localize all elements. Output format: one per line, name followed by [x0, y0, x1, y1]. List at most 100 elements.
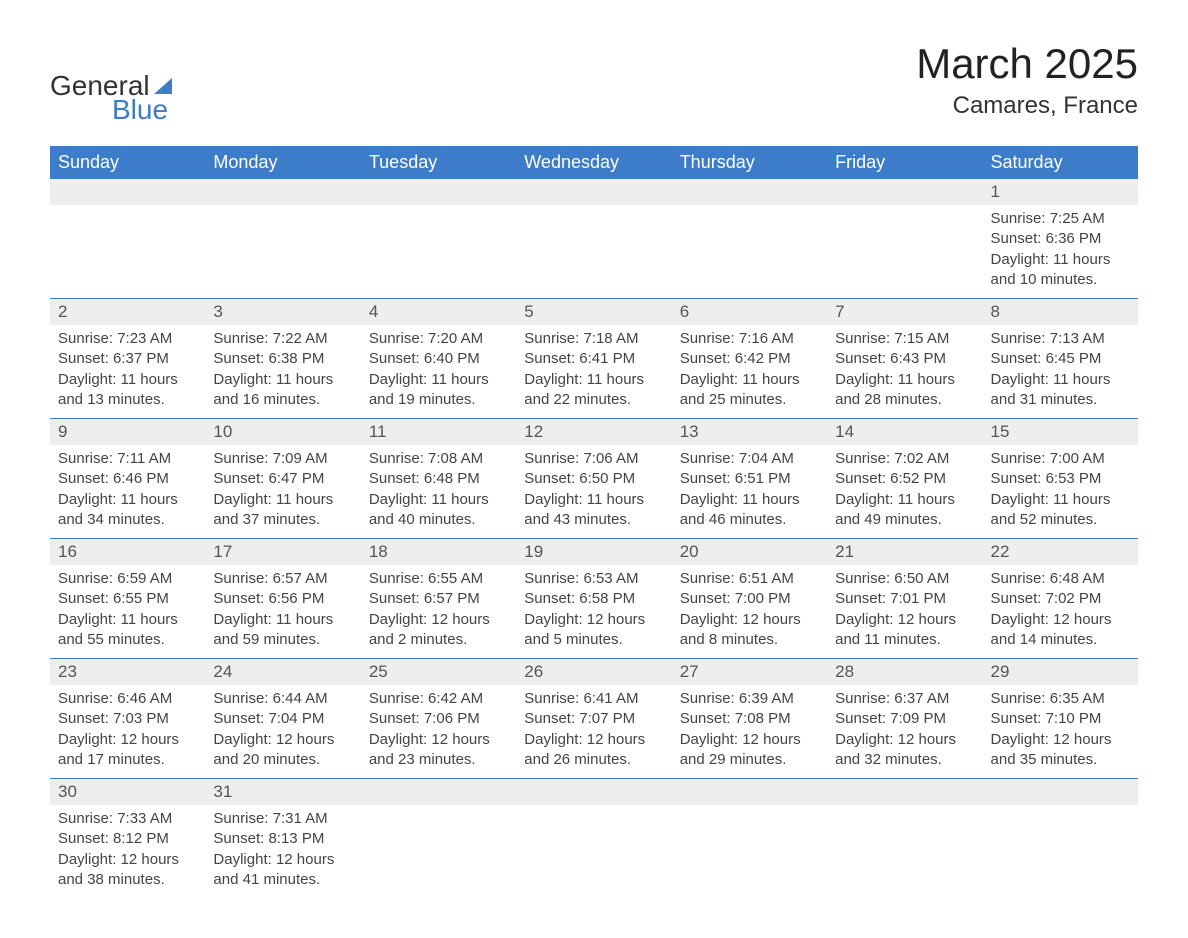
daylight-text-1: Daylight: 11 hours: [58, 370, 197, 390]
daylight-text-2: and 41 minutes.: [213, 870, 352, 890]
logo: General Blue: [50, 70, 172, 126]
day-number: 10: [205, 419, 360, 445]
day-content: Sunrise: 7:11 AMSunset: 6:46 PMDaylight:…: [50, 445, 205, 538]
calendar-day-cell: 4Sunrise: 7:20 AMSunset: 6:40 PMDaylight…: [361, 299, 516, 419]
day-content: Sunrise: 6:39 AMSunset: 7:08 PMDaylight:…: [672, 685, 827, 778]
sunset-text: Sunset: 6:48 PM: [369, 469, 508, 489]
calendar-day-cell: 2Sunrise: 7:23 AMSunset: 6:37 PMDaylight…: [50, 299, 205, 419]
sunrise-text: Sunrise: 7:23 AM: [58, 329, 197, 349]
sunset-text: Sunset: 7:08 PM: [680, 709, 819, 729]
day-number-empty: [516, 779, 671, 805]
sunrise-text: Sunrise: 7:33 AM: [58, 809, 197, 829]
day-number-empty: [672, 779, 827, 805]
daylight-text-1: Daylight: 11 hours: [835, 370, 974, 390]
day-content: Sunrise: 7:08 AMSunset: 6:48 PMDaylight:…: [361, 445, 516, 538]
calendar-week-row: 2Sunrise: 7:23 AMSunset: 6:37 PMDaylight…: [50, 299, 1138, 419]
daylight-text-1: Daylight: 11 hours: [991, 250, 1130, 270]
day-number: 14: [827, 419, 982, 445]
sunrise-text: Sunrise: 7:04 AM: [680, 449, 819, 469]
calendar-day-cell: 31Sunrise: 7:31 AMSunset: 8:13 PMDayligh…: [205, 779, 360, 899]
sunset-text: Sunset: 7:07 PM: [524, 709, 663, 729]
sunset-text: Sunset: 6:58 PM: [524, 589, 663, 609]
day-number-empty: [827, 179, 982, 205]
day-content: Sunrise: 7:23 AMSunset: 6:37 PMDaylight:…: [50, 325, 205, 418]
sunset-text: Sunset: 7:01 PM: [835, 589, 974, 609]
daylight-text-2: and 10 minutes.: [991, 270, 1130, 290]
sunrise-text: Sunrise: 6:37 AM: [835, 689, 974, 709]
day-number: 30: [50, 779, 205, 805]
calendar-day-cell: 17Sunrise: 6:57 AMSunset: 6:56 PMDayligh…: [205, 539, 360, 659]
calendar-day-cell: 20Sunrise: 6:51 AMSunset: 7:00 PMDayligh…: [672, 539, 827, 659]
calendar-day-cell: [516, 179, 671, 299]
month-title: March 2025: [916, 40, 1138, 88]
daylight-text-1: Daylight: 12 hours: [835, 610, 974, 630]
calendar-day-cell: 8Sunrise: 7:13 AMSunset: 6:45 PMDaylight…: [983, 299, 1138, 419]
sunrise-text: Sunrise: 7:22 AM: [213, 329, 352, 349]
calendar-day-cell: 27Sunrise: 6:39 AMSunset: 7:08 PMDayligh…: [672, 659, 827, 779]
day-content: Sunrise: 7:18 AMSunset: 6:41 PMDaylight:…: [516, 325, 671, 418]
daylight-text-2: and 59 minutes.: [213, 630, 352, 650]
calendar-day-cell: [361, 179, 516, 299]
day-number: 23: [50, 659, 205, 685]
page-header: General Blue March 2025 Camares, France: [50, 40, 1138, 126]
sunrise-text: Sunrise: 6:48 AM: [991, 569, 1130, 589]
daylight-text-2: and 38 minutes.: [58, 870, 197, 890]
sunset-text: Sunset: 6:56 PM: [213, 589, 352, 609]
sunset-text: Sunset: 8:12 PM: [58, 829, 197, 849]
logo-triangle-icon: [154, 78, 172, 94]
calendar-day-cell: 21Sunrise: 6:50 AMSunset: 7:01 PMDayligh…: [827, 539, 982, 659]
day-number: 17: [205, 539, 360, 565]
daylight-text-1: Daylight: 12 hours: [213, 850, 352, 870]
sunrise-text: Sunrise: 6:59 AM: [58, 569, 197, 589]
daylight-text-2: and 28 minutes.: [835, 390, 974, 410]
daylight-text-1: Daylight: 12 hours: [835, 730, 974, 750]
daylight-text-2: and 14 minutes.: [991, 630, 1130, 650]
daylight-text-1: Daylight: 12 hours: [58, 850, 197, 870]
sunset-text: Sunset: 7:00 PM: [680, 589, 819, 609]
sunrise-text: Sunrise: 6:46 AM: [58, 689, 197, 709]
sunset-text: Sunset: 6:52 PM: [835, 469, 974, 489]
daylight-text-2: and 13 minutes.: [58, 390, 197, 410]
calendar-day-cell: 22Sunrise: 6:48 AMSunset: 7:02 PMDayligh…: [983, 539, 1138, 659]
day-number: 20: [672, 539, 827, 565]
calendar-day-cell: 29Sunrise: 6:35 AMSunset: 7:10 PMDayligh…: [983, 659, 1138, 779]
calendar-day-cell: 9Sunrise: 7:11 AMSunset: 6:46 PMDaylight…: [50, 419, 205, 539]
sunset-text: Sunset: 7:09 PM: [835, 709, 974, 729]
daylight-text-2: and 8 minutes.: [680, 630, 819, 650]
sunrise-text: Sunrise: 6:39 AM: [680, 689, 819, 709]
day-content: Sunrise: 7:25 AMSunset: 6:36 PMDaylight:…: [983, 205, 1138, 298]
sunset-text: Sunset: 6:50 PM: [524, 469, 663, 489]
day-number: 31: [205, 779, 360, 805]
sunrise-text: Sunrise: 6:51 AM: [680, 569, 819, 589]
daylight-text-1: Daylight: 11 hours: [213, 370, 352, 390]
daylight-text-2: and 16 minutes.: [213, 390, 352, 410]
sunrise-text: Sunrise: 6:55 AM: [369, 569, 508, 589]
daylight-text-1: Daylight: 11 hours: [369, 490, 508, 510]
day-number: 2: [50, 299, 205, 325]
daylight-text-1: Daylight: 11 hours: [369, 370, 508, 390]
daylight-text-2: and 2 minutes.: [369, 630, 508, 650]
weekday-header: Sunday: [50, 146, 205, 179]
day-content: Sunrise: 7:00 AMSunset: 6:53 PMDaylight:…: [983, 445, 1138, 538]
calendar-day-cell: 12Sunrise: 7:06 AMSunset: 6:50 PMDayligh…: [516, 419, 671, 539]
day-number: 8: [983, 299, 1138, 325]
day-number-empty: [672, 179, 827, 205]
daylight-text-2: and 52 minutes.: [991, 510, 1130, 530]
day-number-empty: [983, 779, 1138, 805]
sunset-text: Sunset: 6:36 PM: [991, 229, 1130, 249]
day-number-empty: [361, 779, 516, 805]
day-number: 15: [983, 419, 1138, 445]
day-content: Sunrise: 7:22 AMSunset: 6:38 PMDaylight:…: [205, 325, 360, 418]
sunrise-text: Sunrise: 6:53 AM: [524, 569, 663, 589]
day-number: 13: [672, 419, 827, 445]
calendar-day-cell: 10Sunrise: 7:09 AMSunset: 6:47 PMDayligh…: [205, 419, 360, 539]
day-number: 21: [827, 539, 982, 565]
day-number-empty: [205, 179, 360, 205]
calendar-day-cell: [827, 779, 982, 899]
daylight-text-1: Daylight: 11 hours: [58, 490, 197, 510]
daylight-text-1: Daylight: 12 hours: [369, 730, 508, 750]
sunrise-text: Sunrise: 6:42 AM: [369, 689, 508, 709]
day-number: 4: [361, 299, 516, 325]
sunrise-text: Sunrise: 7:31 AM: [213, 809, 352, 829]
sunset-text: Sunset: 7:04 PM: [213, 709, 352, 729]
